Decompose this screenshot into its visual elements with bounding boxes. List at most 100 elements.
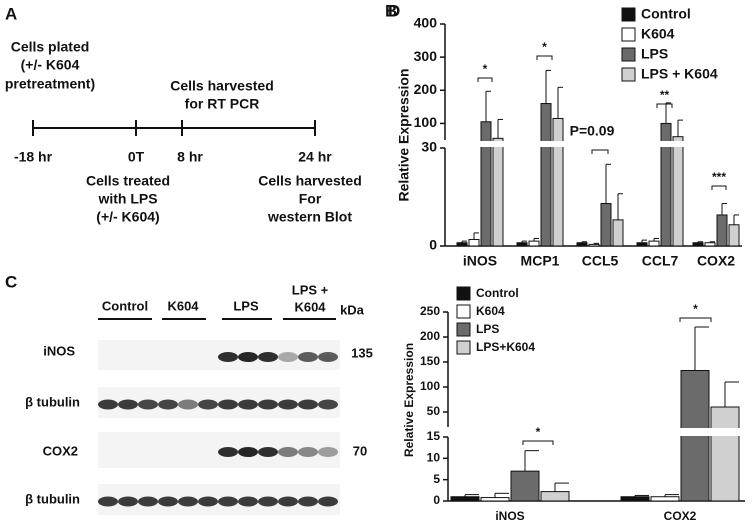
bracket [711,185,727,190]
bar [528,240,540,247]
time: 24 hr [298,149,332,165]
band [238,352,258,362]
band [198,496,218,507]
band [198,399,218,410]
legend-swatch [456,322,471,337]
bar [650,496,680,502]
timeline [32,120,316,136]
band [318,352,338,362]
x-tick-label: iNOS [463,253,497,269]
bracket [679,317,712,322]
band [218,399,238,410]
y-tick-label: 200 [420,329,440,343]
bar [672,136,684,247]
band [278,399,298,410]
bar [692,242,704,247]
band [318,399,338,410]
legend-swatch [621,47,636,62]
x-tick-label: MCP1 [521,253,560,269]
row-label: COX2 [43,443,78,458]
band [278,496,298,507]
bar [600,203,612,247]
bar [456,242,468,247]
note: western Blot [267,209,352,225]
y-tick-label: 300 [414,48,438,64]
bar [576,242,588,247]
time: 8 hr [177,149,203,165]
x-tick-label: CCL7 [642,253,679,269]
band [158,496,178,507]
y-tick-label: 0 [433,493,440,507]
bracket [522,440,554,445]
bar [468,238,480,247]
bar [704,242,716,247]
x-tick-label: iNOS [495,509,524,523]
band [258,352,278,362]
band [318,496,338,507]
y-tick-label: 250 [420,304,440,318]
y-axis-label: Relative Expression [402,343,416,457]
lane-label: K604 [294,299,326,314]
note: pretreatment) [5,76,95,92]
y-tick-label: 100 [420,379,440,393]
kda-label: kDa [340,302,365,317]
annotation: * [483,62,488,76]
bracket [477,77,493,82]
band [278,352,298,362]
annotation: P=0.09 [570,123,615,139]
bracket [536,55,553,60]
band [98,496,118,507]
bar [716,214,728,247]
bar [450,496,480,502]
legend-label: K604 [641,26,675,42]
time: 0T [128,149,145,165]
bar [648,240,660,247]
axis-break [437,141,742,147]
note: For [299,191,322,207]
band [258,399,278,410]
bracket [591,149,609,154]
bar [510,470,540,502]
band [238,496,258,507]
lane-label: LPS [233,298,259,313]
bar [660,122,672,247]
band [138,399,158,410]
y-tick-label: 10 [427,451,441,465]
blots [98,340,340,515]
panel-label: D [388,1,400,20]
band [298,399,318,410]
note: (+/- K604 [21,57,80,73]
legend-label: K604 [476,304,505,318]
note: Cells harvested [258,173,362,189]
bar [612,219,624,247]
band [298,352,318,362]
legend-swatch [621,27,636,42]
note: Cells treated [86,173,170,189]
y-tick-label: 100 [414,114,438,130]
y-tick-label: 5 [433,472,440,486]
legend-swatch [456,340,471,355]
panel-label: A [5,4,17,23]
y-tick-label: 200 [414,81,438,97]
note: with LPS [97,191,157,207]
band [318,447,338,457]
y-tick-label: 15 [427,429,441,443]
annotation: *** [712,170,726,184]
kda-value: 135 [351,345,373,360]
legend-label: Control [641,6,691,22]
legend-swatch [456,286,471,301]
band [118,399,138,410]
band [98,399,118,410]
legend-label: LPS + K604 [641,66,718,82]
y-tick-label: 0 [429,237,437,253]
panel-label: B [385,1,397,20]
row-label: β tubulin [25,491,80,506]
axis-break [440,428,745,436]
bar [552,117,564,247]
note: Cells harvested [170,78,274,94]
bar [728,224,740,247]
note: (+/- K604) [96,209,159,225]
legend-label: LPS+K604 [476,340,535,354]
row-label: iNOS [43,343,75,358]
